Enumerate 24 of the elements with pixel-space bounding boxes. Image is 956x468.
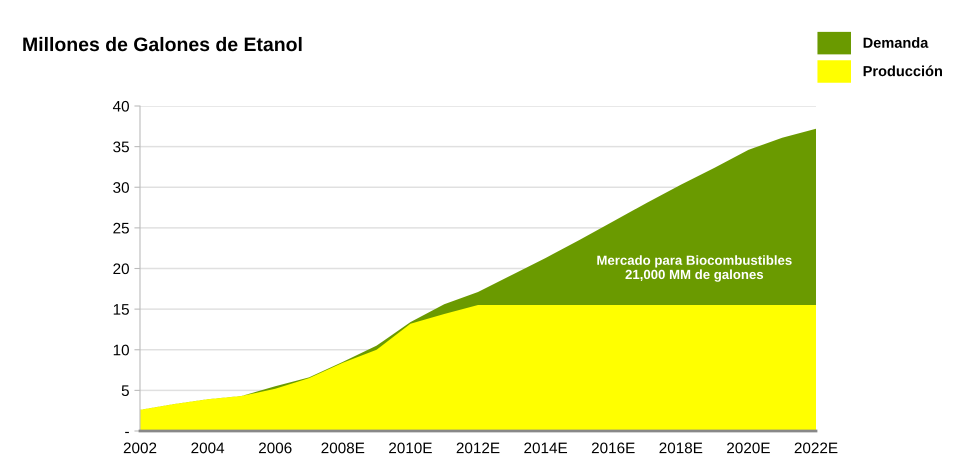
legend-label: Demanda: [864, 37, 928, 48]
x-tick-label: 2012E: [456, 442, 500, 454]
y-tick-label: 15: [114, 304, 129, 315]
x-tick-label: 2002: [124, 442, 156, 454]
x-tick-label: 2020E: [727, 442, 770, 454]
x-tick-label: 2004: [191, 442, 224, 454]
y-tick-label: 5: [122, 385, 129, 396]
x-tick-label: 2006: [258, 442, 292, 454]
y-tick-label: 35: [113, 141, 129, 152]
y-tick-label: -: [125, 432, 129, 434]
x-tick-label: 2010E: [389, 442, 432, 454]
x-tick-label: 2018E: [659, 442, 702, 454]
chart-title: Millones de Galones de Etanol: [23, 36, 302, 52]
legend-label: Producción: [864, 65, 942, 76]
y-tick-label: 40: [112, 100, 129, 112]
y-tick-label: 20: [113, 263, 129, 274]
x-tick-label: 2022E: [794, 442, 838, 454]
y-tick-label: 30: [113, 182, 129, 193]
y-tick-label: 10: [114, 344, 129, 356]
y-tick-label: 25: [113, 222, 129, 234]
x-tick-label: 2014E: [524, 442, 568, 454]
annotation: Mercado para Biocombustibles 21,000 MM de galones: [597, 255, 792, 282]
x-tick-label: 2016E: [592, 442, 635, 454]
x-tick-label: 2008E: [321, 442, 364, 454]
